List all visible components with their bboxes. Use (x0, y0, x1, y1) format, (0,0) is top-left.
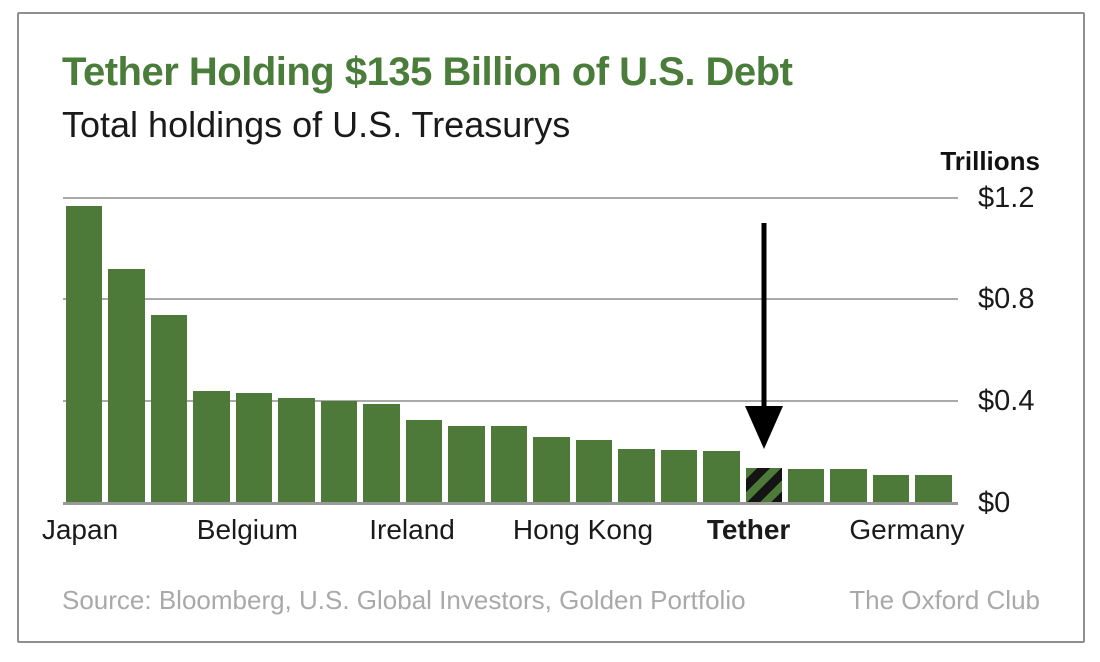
x-axis-line (63, 502, 958, 505)
bar (150, 315, 188, 502)
bar-series (66, 185, 952, 502)
bar-tether-highlighted (745, 468, 782, 502)
y-tick-label: $0.8 (978, 283, 1035, 315)
bar (278, 398, 315, 502)
x-axis-label-ireland: Ireland (369, 514, 455, 545)
bar (787, 469, 825, 502)
bar (575, 440, 613, 502)
publisher-name: The Oxford Club (849, 585, 1040, 615)
x-axis-label-hong-kong: Hong Kong (512, 514, 654, 545)
y-tick-label: $1.2 (978, 182, 1035, 214)
gridline-0-8 (63, 298, 958, 300)
bar (108, 269, 145, 502)
chart-frame (17, 12, 1085, 643)
bar (235, 393, 273, 502)
bar (830, 469, 867, 502)
x-axis-label-japan: Japan (41, 514, 119, 545)
bar (703, 451, 740, 502)
bar (533, 437, 570, 502)
gridline-1-2 (63, 197, 958, 199)
bar (618, 449, 655, 502)
bar (193, 391, 230, 502)
source-attribution: Source: Bloomberg, U.S. Global Investors… (62, 585, 746, 615)
bar (363, 404, 400, 502)
bar (66, 206, 103, 502)
x-axis-label-germany: Germany (849, 514, 965, 545)
y-tick-label: $0.4 (978, 385, 1035, 417)
x-axis-labels: Japan Belgium Ireland Hong Kong Tether German… (42, 514, 965, 552)
bar (448, 426, 485, 502)
bar (872, 475, 910, 502)
bar (490, 426, 528, 502)
chart-title: Tether Holding $135 Billion of U.S. Debt (62, 50, 793, 94)
bar (660, 450, 698, 502)
bar (405, 420, 443, 502)
bar (915, 475, 952, 502)
y-tick-label: $0 (978, 487, 1011, 519)
x-axis-label-belgium: Belgium (196, 514, 298, 545)
bar (320, 401, 358, 502)
gridline-0-4 (63, 400, 958, 402)
down-arrow-icon (745, 223, 783, 449)
chart-subtitle: Total holdings of U.S. Treasurys (62, 104, 571, 145)
x-axis-label-tether: Tether (706, 514, 791, 545)
y-axis-unit-label: Trillions (940, 146, 1040, 176)
